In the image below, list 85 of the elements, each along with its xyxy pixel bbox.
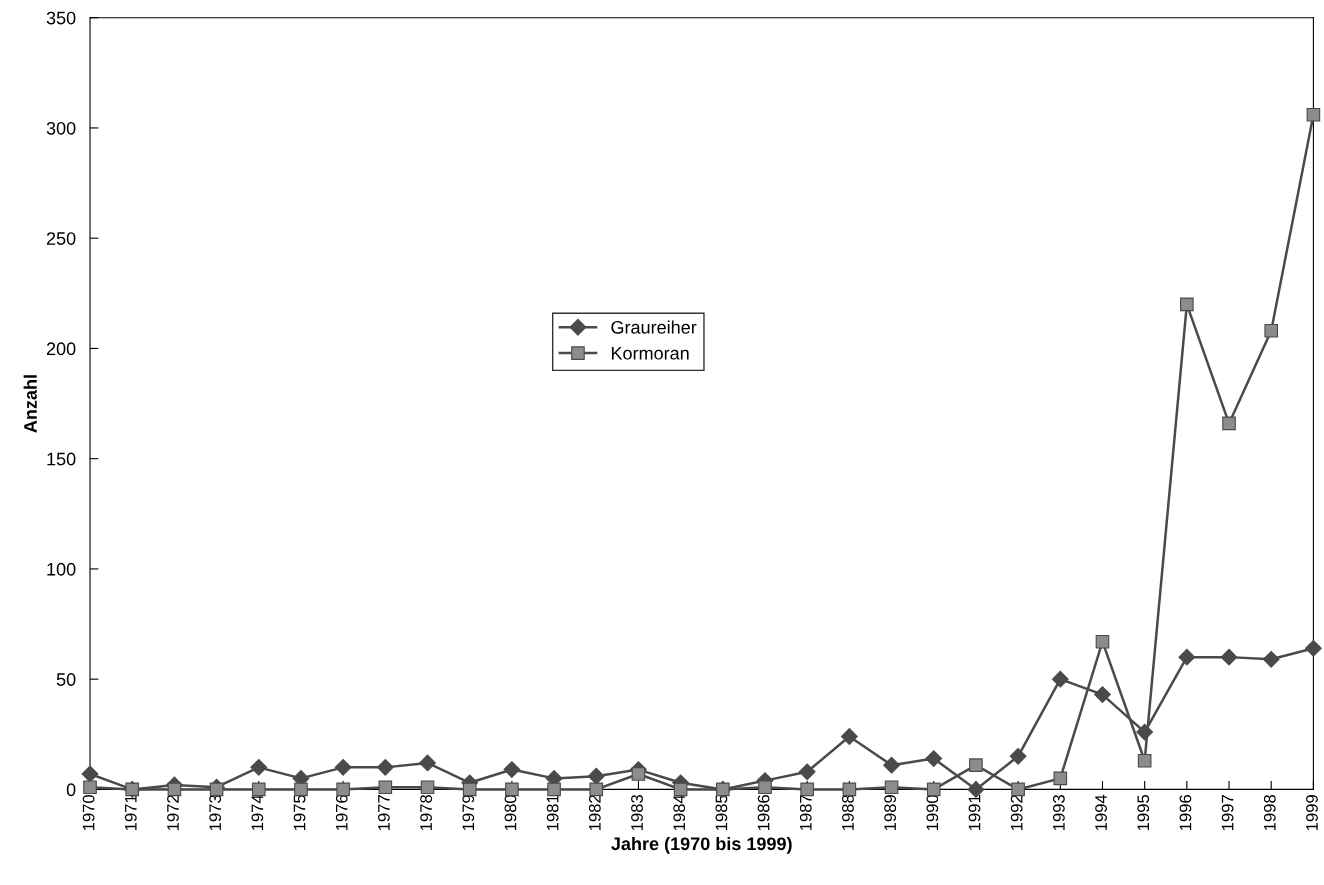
x-tick-label: 1977: [378, 795, 390, 831]
point: [631, 767, 646, 781]
point: [251, 782, 266, 797]
point: [1178, 648, 1196, 666]
x-tick-label: 1980: [504, 794, 517, 831]
y-tick-label: 50: [56, 673, 76, 686]
y-tick-label: 200: [46, 342, 76, 356]
point: [840, 728, 858, 745]
point: [673, 782, 688, 797]
point: [462, 782, 477, 797]
x-tick-label: 1978: [420, 795, 432, 831]
point: [758, 780, 772, 795]
point: [1137, 753, 1152, 768]
legend-label: Graureiher: [611, 320, 697, 334]
point: [1220, 648, 1238, 666]
x-tick-label: 1995: [1137, 794, 1150, 831]
point: [1264, 323, 1279, 338]
point: [336, 782, 350, 797]
x-tick-label: 1975: [293, 794, 306, 831]
point: [798, 763, 816, 781]
x-tick-label: 1987: [799, 795, 812, 831]
point: [81, 765, 99, 783]
point: [1094, 686, 1111, 704]
x-tick-label: 1981: [546, 795, 559, 831]
point: [167, 782, 182, 797]
y-tick-label: 350: [46, 11, 76, 25]
x-tick-label: 1988: [842, 795, 854, 831]
x-tick-label: 1982: [588, 795, 601, 831]
point: [1095, 634, 1110, 649]
x-tick-label: 1992: [1010, 795, 1023, 831]
point: [547, 782, 561, 797]
x-axis-title: Jahre (1970 bis 1999): [611, 836, 792, 854]
x-tick-label: 1990: [926, 794, 939, 831]
x-tick-label: 1996: [1179, 795, 1192, 831]
legend-label: Kormoran: [611, 347, 689, 360]
point: [1306, 107, 1321, 122]
point: [378, 780, 393, 795]
y-tick-label: 250: [46, 232, 76, 245]
y-axis-title: Anzahl: [23, 375, 37, 433]
point: [1053, 771, 1068, 786]
point: [250, 758, 268, 776]
x-tick-label: 1999: [1306, 795, 1318, 831]
x-tick-label: 1997: [1221, 795, 1234, 831]
y-tick-label: 150: [47, 452, 76, 466]
x-tick-label: 1976: [335, 795, 348, 831]
x-tick-label: 1970: [82, 794, 95, 831]
point: [926, 782, 941, 797]
x-tick-label: 1973: [209, 795, 222, 831]
point: [883, 756, 900, 774]
x-tick-label: 1986: [757, 795, 770, 831]
point: [334, 758, 352, 776]
point: [1009, 747, 1027, 765]
x-tick-label: 1989: [884, 795, 897, 831]
point: [503, 761, 521, 778]
point: [925, 750, 943, 767]
x-tick-label: 1994: [1095, 794, 1107, 831]
point: [587, 767, 605, 785]
point: [1051, 670, 1069, 688]
x-tick-label: 1974: [251, 794, 264, 831]
y-tick-label: 100: [47, 562, 76, 576]
point: [83, 780, 97, 795]
point: [420, 780, 435, 795]
point: [505, 782, 519, 797]
y-tick-label: 300: [46, 121, 76, 135]
x-tick-label: 1991: [968, 795, 981, 831]
x-tick-label: 1998: [1263, 795, 1276, 831]
x-tick-label: 1993: [1052, 795, 1065, 831]
point: [589, 782, 604, 797]
x-tick-label: 1984: [673, 794, 686, 831]
x-tick-label: 1972: [167, 795, 179, 831]
point: [419, 754, 436, 772]
point: [1180, 297, 1194, 312]
point: [1262, 650, 1280, 668]
y-tick-label: 0: [66, 783, 76, 797]
point: [1304, 639, 1322, 657]
x-tick-label: 1985: [715, 794, 728, 831]
point: [969, 758, 983, 772]
point: [842, 782, 857, 797]
x-tick-label: 1971: [124, 795, 137, 831]
x-tick-label: 1983: [631, 795, 643, 831]
point: [1011, 782, 1025, 797]
point: [376, 758, 394, 776]
point: [209, 782, 224, 797]
point: [884, 780, 899, 795]
point: [1222, 416, 1236, 431]
